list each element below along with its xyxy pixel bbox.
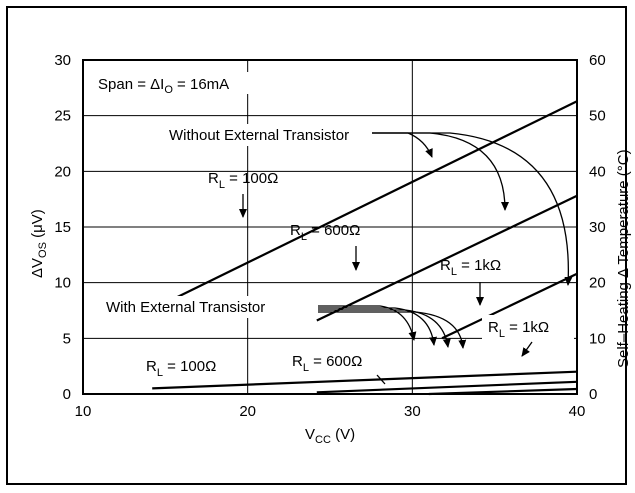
x-tick-label: 20 [239, 403, 256, 420]
y2-tick-label: 60 [589, 52, 606, 69]
with-100-label-bg [140, 355, 240, 379]
without-group-label: Without External Transistor [169, 127, 349, 144]
pointer-arrows [239, 132, 573, 385]
x-tick-label: 10 [75, 403, 92, 420]
chart-frame [6, 6, 627, 485]
y2-axis-title: Self–Heating Δ Temperature (°C) [615, 149, 632, 368]
y-tick-label: 20 [54, 163, 71, 180]
arrow-with-1 [318, 305, 417, 341]
y-tick-label: 15 [54, 219, 71, 236]
series-line-with-3 [152, 370, 578, 390]
y2-tick-label: 20 [589, 275, 606, 292]
y2-tick-label: 0 [589, 386, 597, 403]
y2-tick-label: 10 [589, 330, 606, 347]
x-tick-label: 30 [404, 403, 421, 420]
series-line-without-1 [316, 194, 578, 322]
y-tick-label: 10 [54, 275, 71, 292]
y-tick-label: 0 [63, 386, 71, 403]
series-line-with-4 [316, 380, 578, 394]
arrow-with-1k-short [521, 341, 533, 357]
span-note: Span = ΔIO = 16mA [98, 76, 229, 96]
arrow-without-to-600 [372, 132, 509, 211]
series-label-with-600: RL = 600Ω [292, 353, 362, 374]
series-layer [151, 100, 578, 396]
y2-tick-label: 30 [589, 219, 606, 236]
with-label-bg [98, 296, 314, 318]
series-label-with-1k: RL = 1kΩ [488, 319, 549, 340]
arrow-with-4 [318, 311, 467, 349]
without-label-bg [162, 124, 370, 146]
series-label-without-100: RL = 100Ω [208, 170, 278, 191]
y-tick-label: 30 [54, 52, 71, 69]
with-600-label-bg [286, 350, 386, 374]
series-label-without-600: RL = 600Ω [290, 222, 360, 243]
arrow-with-600-short [376, 374, 386, 385]
span-note-bg [95, 72, 275, 94]
y-axis-title: ΔVOS (μV) [29, 209, 49, 278]
arrow-with-3 [318, 309, 451, 348]
y-tick-label: 5 [63, 330, 71, 347]
plot-border [82, 59, 578, 395]
with-1k-label-bg [482, 315, 574, 339]
x-axis-title: VCC (V) [305, 426, 355, 446]
series-line-with-5 [428, 387, 578, 396]
series-line-without-2 [441, 272, 578, 340]
y2-tick-label: 50 [589, 108, 606, 125]
with-group-label: With External Transistor [106, 299, 265, 316]
arrow-without-to-1k [372, 132, 573, 286]
y-tick-label: 25 [54, 108, 71, 125]
series-label-without-1k: RL = 1kΩ [440, 257, 501, 278]
arrow-without-to-100 [372, 132, 433, 158]
series-label-with-100: RL = 100Ω [146, 358, 216, 379]
series-line-without-0 [151, 100, 578, 311]
x-tick-label: 40 [569, 403, 586, 420]
y2-tick-label: 40 [589, 163, 606, 180]
arrow-with-2 [318, 307, 438, 346]
